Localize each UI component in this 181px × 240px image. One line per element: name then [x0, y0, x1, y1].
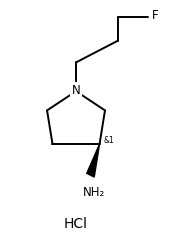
- Text: HCl: HCl: [64, 217, 88, 231]
- Text: NH₂: NH₂: [83, 186, 105, 198]
- Text: N: N: [72, 84, 80, 96]
- Polygon shape: [87, 144, 100, 177]
- Text: F: F: [152, 9, 159, 22]
- Text: &1: &1: [103, 136, 114, 145]
